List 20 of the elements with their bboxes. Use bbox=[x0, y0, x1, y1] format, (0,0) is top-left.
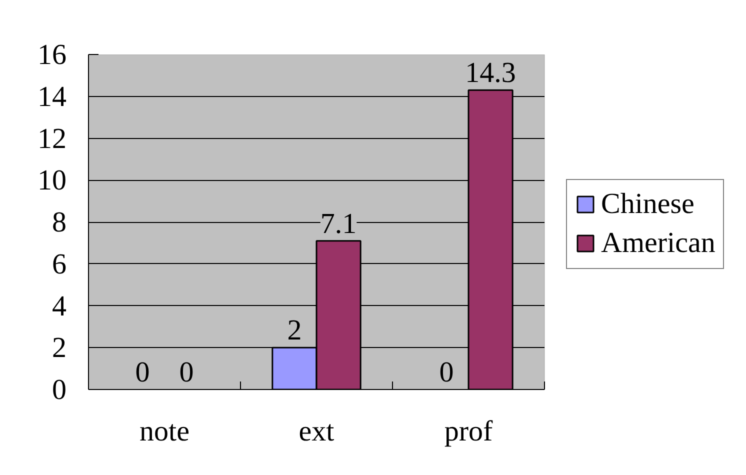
y-tick-label: 10 bbox=[38, 164, 66, 197]
y-tick-label: 8 bbox=[52, 206, 66, 238]
data-label: 7.1 bbox=[320, 208, 357, 240]
data-label: 2 bbox=[287, 314, 302, 347]
x-tick-label: note bbox=[140, 416, 190, 448]
legend-label: American bbox=[601, 226, 716, 260]
y-tick-label: 14 bbox=[38, 80, 67, 113]
data-label: 0 bbox=[135, 356, 150, 388]
legend-label: Chinese bbox=[601, 188, 694, 220]
data-label: 0 bbox=[179, 356, 194, 388]
data-label: 0 bbox=[439, 356, 454, 388]
y-tick-label: 6 bbox=[52, 248, 66, 280]
y-tick-label: 12 bbox=[38, 122, 66, 155]
x-tick-label: prof bbox=[444, 416, 493, 448]
y-tick-label: 2 bbox=[52, 332, 66, 364]
y-tick-label: 4 bbox=[52, 290, 67, 322]
data-label: 14.3 bbox=[465, 57, 516, 90]
x-tick-label: ext bbox=[298, 416, 334, 448]
y-tick-label: 16 bbox=[38, 39, 66, 71]
y-tick-label: 0 bbox=[52, 374, 66, 406]
